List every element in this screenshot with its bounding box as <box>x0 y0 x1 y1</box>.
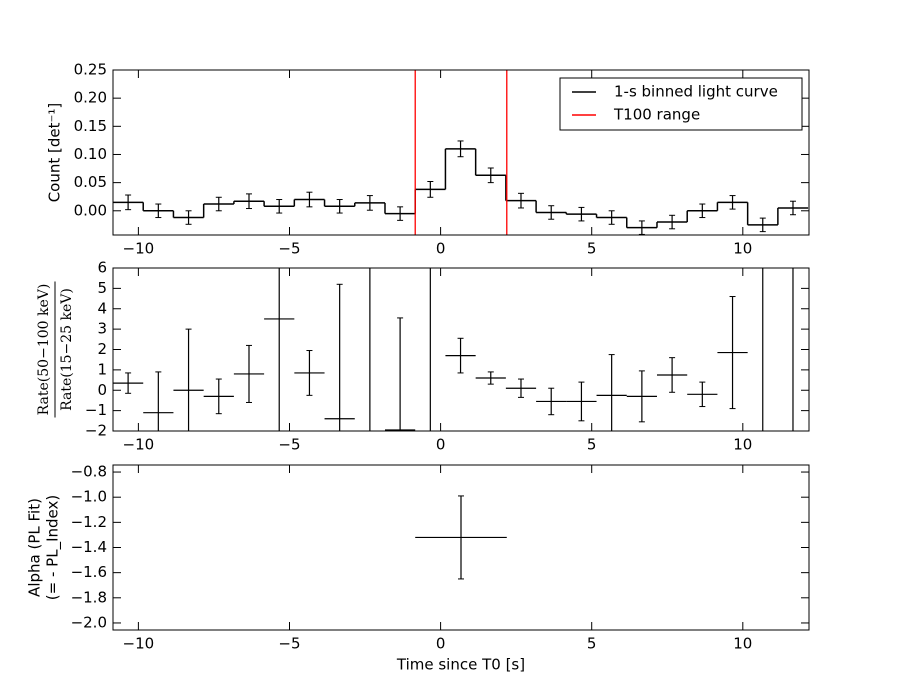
y-axis-label: Rate(15−25 keV) <box>59 288 75 411</box>
y-tick-label: 2 <box>97 340 107 358</box>
legend-label: 1-s binned light curve <box>614 83 778 101</box>
x-tick-label: 10 <box>733 635 752 653</box>
y-tick-label: −1 <box>85 401 107 419</box>
x-tick-label: 5 <box>587 436 597 454</box>
y-tick-label: 3 <box>97 320 107 338</box>
y-tick-label: 0.10 <box>74 145 107 163</box>
y-tick-label: 0.25 <box>74 61 107 79</box>
x-tick-label: 5 <box>587 635 597 653</box>
axes-frame <box>112 267 810 432</box>
y-tick-label: 5 <box>97 279 107 297</box>
x-tick-label: −10 <box>123 436 155 454</box>
y-tick-label: −2 <box>85 422 107 440</box>
y-tick-label: 4 <box>97 299 107 317</box>
y-axis-label: Alpha (PL Fit) <box>26 498 44 597</box>
x-tick-label: 0 <box>436 240 446 258</box>
y-tick-label: 0.05 <box>74 173 107 191</box>
x-tick-label: −5 <box>278 635 300 653</box>
axes-frame <box>112 69 810 236</box>
axes-frame <box>112 464 810 631</box>
y-tick-label: 0.15 <box>74 117 107 135</box>
x-tick-label: 0 <box>436 436 446 454</box>
y-axis-label: Rate(50−100 keV) <box>36 284 52 416</box>
x-axis-label: Time since T0 [s] <box>396 656 525 674</box>
y-axis-label: Count [det⁻¹] <box>46 103 64 203</box>
x-tick-label: 0 <box>436 635 446 653</box>
x-tick-label: −5 <box>278 240 300 258</box>
y-tick-label: −1.8 <box>71 588 107 606</box>
y-tick-label: 1 <box>97 360 107 378</box>
y-tick-label: 0 <box>97 381 107 399</box>
legend <box>559 77 803 131</box>
y-tick-label: −1.2 <box>71 513 107 531</box>
y-tick-label: −1.4 <box>71 538 107 556</box>
y-tick-label: 0.00 <box>74 201 107 219</box>
y-tick-label: −1.6 <box>71 563 107 581</box>
legend-label: T100 range <box>613 106 700 124</box>
plot-area <box>113 70 809 235</box>
y-tick-label: −0.8 <box>71 463 107 481</box>
y-tick-label: −2.0 <box>71 613 107 631</box>
x-tick-label: −5 <box>278 436 300 454</box>
y-tick-label: −1.0 <box>71 488 107 506</box>
x-tick-label: −10 <box>123 635 155 653</box>
x-tick-label: −10 <box>123 240 155 258</box>
y-axis-label: (= - PL_Index) <box>44 495 63 600</box>
x-tick-label: 10 <box>733 240 752 258</box>
plot-area <box>113 268 794 431</box>
x-tick-label: 5 <box>587 240 597 258</box>
x-tick-label: 10 <box>733 436 752 454</box>
plot-area <box>415 495 507 580</box>
y-tick-label: 6 <box>97 259 107 277</box>
y-tick-label: 0.20 <box>74 89 107 107</box>
